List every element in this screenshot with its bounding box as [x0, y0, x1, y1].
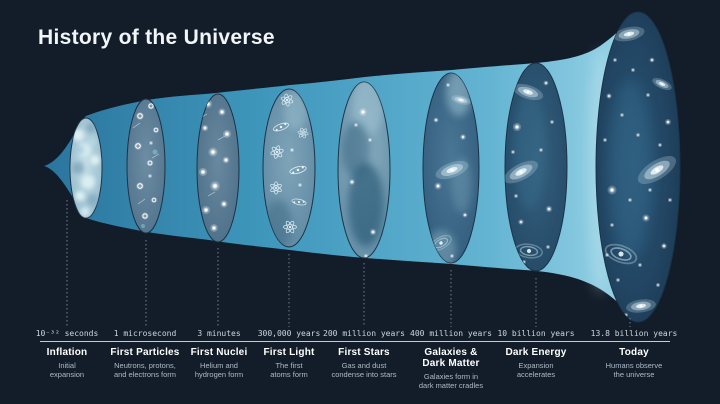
stage-description: Gas and dust condense into stars: [331, 361, 397, 379]
stage-description: Initial expansion: [49, 361, 85, 379]
stage-time: 300,000 years: [257, 329, 321, 338]
stage-title: Today: [619, 347, 649, 358]
stage-label-first-light: 300,000 years First Light The first atom…: [233, 329, 345, 379]
stage-title: First Particles: [110, 347, 180, 358]
stage-time: 13.8 billion years: [590, 329, 678, 338]
stage-label-inflation: 10⁻³² seconds Inflation Initial expansio…: [11, 329, 123, 379]
stage-label-today: 13.8 billion years Today Humans observe …: [578, 329, 690, 379]
stage-ellipse-today: [595, 11, 681, 323]
stage-ellipse-dark-energy: [504, 62, 568, 272]
stage-description: The first atoms form: [270, 361, 308, 379]
stage-label-first-particles: 1 microsecond First Particles Neutrons, …: [89, 329, 201, 379]
stage-description: Galaxies form in dark matter cradles: [418, 372, 484, 390]
stage-description: Humans observe the universe: [605, 361, 663, 379]
stage-time: 1 microsecond: [113, 329, 177, 338]
stage-label-galaxies-dark-matter: 400 million years Galaxies & Dark Matter…: [395, 329, 507, 390]
page-title: History of the Universe: [38, 26, 275, 49]
stage-description: Helium and hydrogen form: [194, 361, 244, 379]
stage-time: 400 million years: [410, 329, 492, 338]
stage-time: 3 minutes: [197, 329, 241, 338]
stage-connector-lines: [66, 200, 631, 327]
stage-ellipse-inflation: [69, 117, 103, 219]
timeline-rule: [40, 341, 670, 342]
stage-title: First Nuclei: [190, 347, 248, 358]
stage-description: Neutrons, protons, and electrons form: [113, 361, 177, 379]
stage-ellipse-first-particles: [126, 98, 166, 234]
stage-title: Dark Energy: [505, 347, 567, 358]
stage-label-dark-energy: 10 billion years Dark Energy Expansion a…: [480, 329, 592, 379]
stage-ellipse-first-nuclei: [196, 93, 240, 243]
stage-title: Galaxies & Dark Matter: [422, 347, 480, 369]
stage-title: First Light: [263, 347, 315, 358]
stage-title: First Stars: [338, 347, 390, 358]
stage-label-first-nuclei: 3 minutes First Nuclei Helium and hydrog…: [163, 329, 275, 379]
stage-title: Inflation: [46, 347, 88, 358]
stage-time: 200 million years: [323, 329, 405, 338]
stage-description: Expansion accelerates: [516, 361, 556, 379]
stage-time: 10⁻³² seconds: [35, 329, 99, 338]
stage-ellipse-first-light: [262, 88, 316, 248]
stage-label-first-stars: 200 million years First Stars Gas and du…: [308, 329, 420, 379]
stage-time: 10 billion years: [497, 329, 575, 338]
